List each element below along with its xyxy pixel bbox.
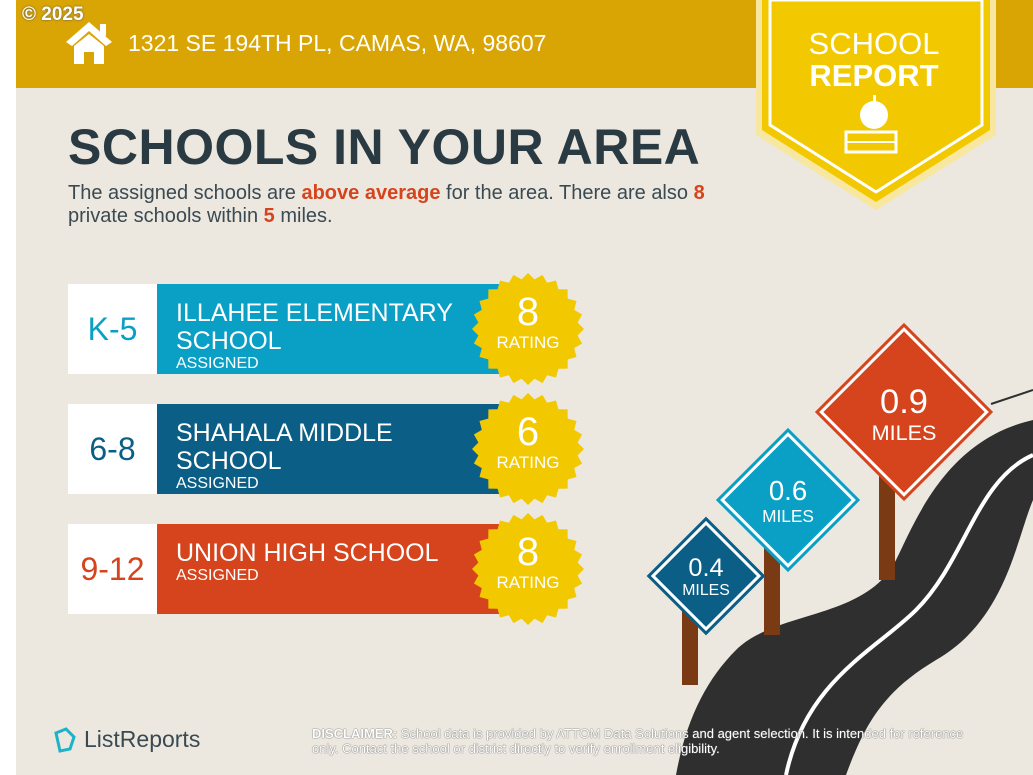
school-name: SHAHALA MIDDLE SCHOOL — [176, 419, 393, 475]
assignment-status: ASSIGNED — [176, 567, 259, 584]
distance-label: 0.9 MILES — [871, 382, 937, 445]
distance-label: 0.6 MILES — [762, 475, 814, 526]
rating-seal — [472, 513, 584, 625]
school-report: © 2025 1321 SE 194TH PL, CAMAS, WA, 9860… — [16, 0, 1033, 775]
rating-seal — [472, 393, 584, 505]
copyright: © 2025 — [22, 4, 84, 25]
house-icon — [66, 22, 112, 64]
school-info: UNION HIGH SCHOOL ASSIGNED — [157, 524, 508, 614]
school-row: K-5 ILLAHEE ELEMENTARY SCHOOL ASSIGNED — [68, 284, 508, 374]
rating: 8 RATING — [496, 530, 560, 592]
badge-title: SCHOOL REPORT — [808, 26, 940, 93]
school-row: 6-8 SHAHALA MIDDLE SCHOOL ASSIGNED — [68, 404, 508, 494]
school-report-badge — [756, 0, 996, 210]
rating-seal — [472, 273, 584, 385]
disclaimer: DISCLAIMER: School data is provided by A… — [312, 726, 964, 756]
rating: 8 RATING — [496, 290, 560, 352]
page-title: SCHOOLS IN YOUR AREA — [68, 119, 701, 175]
road-scene — [676, 389, 1033, 775]
distance-label: 0.4 MILES — [682, 554, 730, 599]
assignment-status: ASSIGNED — [176, 355, 259, 372]
apple-on-book-icon — [844, 95, 898, 154]
grade-range: 6-8 — [68, 404, 157, 494]
summary: The assigned schools are above average f… — [68, 182, 705, 227]
address: 1321 SE 194TH PL, CAMAS, WA, 98607 — [128, 30, 547, 56]
assignment-status: ASSIGNED — [176, 475, 259, 492]
school-name: ILLAHEE ELEMENTARY SCHOOL — [176, 299, 453, 355]
rating: 6 RATING — [496, 410, 560, 472]
grade-range: K-5 — [68, 284, 157, 374]
school-name: UNION HIGH SCHOOL — [176, 539, 439, 567]
listreports-logo: ListReports — [52, 726, 200, 753]
school-info: ILLAHEE ELEMENTARY SCHOOL ASSIGNED — [157, 284, 508, 374]
school-info: SHAHALA MIDDLE SCHOOL ASSIGNED — [157, 404, 508, 494]
grade-range: 9-12 — [68, 524, 157, 614]
school-row: 9-12 UNION HIGH SCHOOL ASSIGNED — [68, 524, 508, 614]
